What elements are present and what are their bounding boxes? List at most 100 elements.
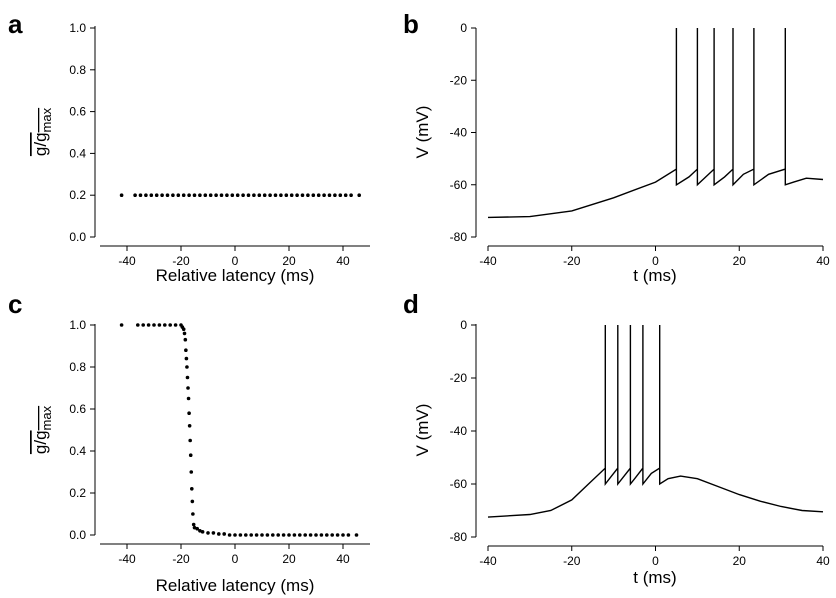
panel-a-point-11 [187, 193, 191, 197]
panel-a-point-10 [181, 193, 186, 197]
panel-b-ytick-label-4: -80 [450, 230, 468, 244]
panel-c-point-59 [346, 533, 351, 537]
panel-c-point-36 [222, 532, 226, 536]
panel-c-xtick-label-0: -40 [118, 552, 136, 566]
panel-b-xtick-label-2: 0 [652, 254, 659, 268]
panel-d-xtick-label-0: -40 [479, 554, 497, 568]
panel-d-ytick-label-1: -20 [450, 371, 468, 385]
panel-c-point-58 [341, 533, 345, 537]
panel-c-xtick-label-4: 40 [336, 552, 350, 566]
panel-a-point-13 [198, 193, 202, 197]
panel-b-xtick-label-1: -20 [563, 254, 581, 268]
panel-a-y-label: g/gmax [31, 107, 54, 156]
panel-c-point-29 [192, 525, 197, 530]
panel-a-point-24 [257, 193, 262, 197]
panel-c-point-38 [233, 533, 237, 537]
panel-a-point-5 [154, 193, 159, 197]
panel-d-voltage-trace [487, 325, 824, 518]
panel-a-point-38 [333, 193, 337, 197]
panel-a-point-32 [300, 193, 305, 197]
panel-letter-a: a [8, 9, 23, 39]
panel-c-point-0 [119, 323, 124, 327]
panel-a-xtick-label-1: -20 [172, 254, 190, 268]
panel-b-x-label: t (ms) [633, 266, 676, 285]
panel-c-point-17 [185, 375, 190, 380]
panel-c-point-46 [276, 533, 281, 537]
panel-c-point-1 [136, 323, 140, 327]
panel-a-point-22 [246, 193, 251, 197]
panel-d-y-label: V (mV) [413, 404, 432, 457]
panel-a-x-label: Relative latency (ms) [156, 266, 315, 285]
panel-c-point-14 [184, 348, 188, 353]
panel-a-ytick-label-0: 0.0 [69, 230, 86, 244]
panel-c-point-45 [271, 533, 275, 537]
panel-c-ytick-label-1: 0.2 [69, 486, 86, 500]
svg-text:g/gmax: g/gmax [31, 405, 54, 454]
panel-c-xtick-label-3: 20 [282, 552, 296, 566]
panel-a-point-8 [171, 193, 175, 197]
panel-c-ytick-label-0: 0.0 [69, 528, 86, 542]
panel-c-point-40 [244, 533, 248, 537]
panel-a-ytick-label-1: 0.2 [69, 188, 86, 202]
panel-c-ytick-label-5: 1.0 [69, 318, 86, 332]
panel-a-point-19 [230, 193, 235, 197]
panel-a-point-2 [138, 193, 143, 197]
panel-c-point-12 [182, 331, 187, 336]
panel-c-point-13 [183, 337, 188, 342]
panel-a-ytick-label-5: 1.0 [69, 21, 86, 35]
panel-b-xtick-label-4: 40 [816, 254, 830, 268]
panel-c-point-34 [211, 531, 216, 535]
panel-c-point-2 [141, 323, 145, 327]
panel-c-point-15 [184, 356, 189, 361]
panel-b-line: -40 -20 0 20 40 0 -20 -40 -60 -80 t (ms) V (mV) [413, 21, 830, 285]
panel-c-y-label-sub: max [39, 405, 54, 430]
panel-a-point-7 [165, 193, 170, 197]
panel-a-y-label-main: g/g [31, 132, 50, 156]
panel-b-xtick-label-3: 20 [733, 254, 747, 268]
panel-c-point-25 [190, 487, 194, 491]
panel-a-point-29 [284, 193, 289, 197]
panel-c-point-39 [238, 533, 243, 537]
svg-text:g/gmax: g/gmax [31, 107, 54, 156]
panel-a-point-31 [295, 193, 299, 197]
panel-b-voltage-trace [487, 28, 824, 219]
panel-c-point-11 [181, 327, 186, 332]
panel-c-point-3 [146, 323, 151, 327]
panel-d-ytick-label-2: -40 [450, 424, 468, 438]
panel-d-x-label: t (ms) [633, 568, 676, 587]
panel-a-point-18 [225, 193, 229, 197]
panel-a-point-14 [203, 193, 208, 197]
panel-a-y-label-sub: max [39, 107, 54, 132]
panel-c-point-42 [254, 533, 259, 537]
panel-d-xtick-label-2: 0 [652, 554, 659, 568]
panel-a-point-34 [311, 193, 316, 197]
panel-a-point-36 [322, 193, 326, 197]
panel-a-point-23 [252, 193, 256, 197]
panel-c-point-6 [163, 323, 167, 327]
panel-c-ytick-label-2: 0.4 [69, 444, 86, 458]
panel-a-xtick-label-0: -40 [118, 254, 136, 268]
panel-c-xtick-label-1: -20 [172, 552, 190, 566]
panel-a-ytick-label-3: 0.6 [69, 105, 86, 119]
panel-c-point-26 [190, 499, 195, 504]
panel-a-ytick-label-4: 0.8 [69, 63, 86, 77]
panel-d-ytick-label-0: 0 [460, 318, 467, 332]
panel-c-point-16 [185, 365, 189, 369]
panel-b-ytick-label-2: -40 [450, 126, 468, 140]
panel-a-point-6 [160, 193, 164, 197]
panel-c-point-31 [198, 529, 202, 533]
panel-c-point-21 [187, 424, 192, 428]
panel-a-scatter: -40 -20 0 20 40 0.0 0.2 0.4 0.6 0.8 1.0 Relative l… [31, 21, 370, 285]
panel-c-point-51 [303, 533, 308, 537]
panel-c-point-56 [330, 533, 335, 537]
panel-c-point-27 [191, 512, 195, 516]
panel-c-point-57 [335, 533, 340, 537]
panel-a-point-30 [289, 193, 294, 197]
panel-a-point-21 [241, 193, 245, 197]
panel-c-point-8 [173, 323, 178, 327]
panel-b-xtick-label-0: -40 [479, 254, 497, 268]
panel-c-y-label-main: g/g [31, 430, 50, 454]
panel-a-point-33 [306, 193, 310, 197]
panel-a-point-3 [144, 193, 148, 197]
